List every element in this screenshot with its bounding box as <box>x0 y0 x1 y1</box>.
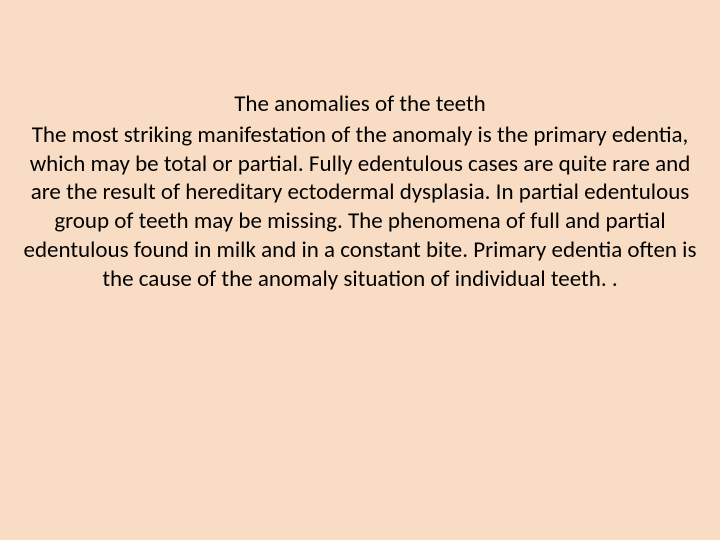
slide-title: The anomalies of the teeth <box>234 90 486 119</box>
slide-container: The anomalies of the teeth The most stri… <box>0 0 720 540</box>
slide-body: The most striking manifestation of the a… <box>20 121 700 294</box>
